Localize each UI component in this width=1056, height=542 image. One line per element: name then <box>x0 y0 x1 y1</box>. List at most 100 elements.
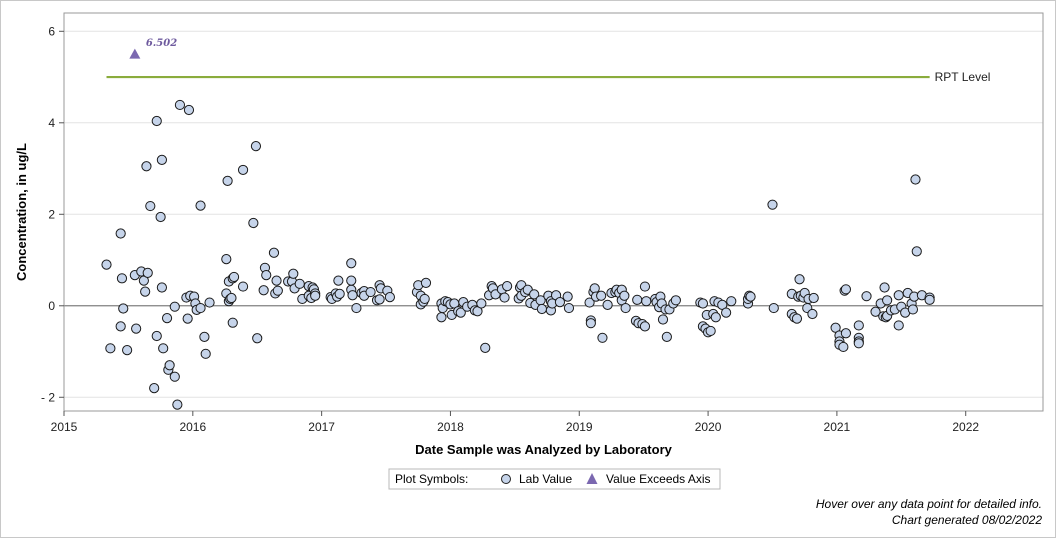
lab-value-point <box>384 291 396 303</box>
lab-value-point <box>602 299 613 310</box>
lab-value-point <box>365 286 376 298</box>
x-axis-title: Date Sample was Analyzed by Laboratory <box>415 442 672 457</box>
lab-value-point <box>228 271 240 283</box>
lab-value-point <box>807 308 818 320</box>
lab-value-point <box>697 298 709 309</box>
lab-value-point <box>563 302 575 314</box>
lab-value-point <box>502 281 513 292</box>
lab-value-point <box>499 292 510 303</box>
lab-value-point <box>893 320 904 331</box>
lab-value-point <box>310 290 321 301</box>
lab-value-point <box>882 295 893 306</box>
plot-border <box>63 12 1044 412</box>
lab-value-point <box>861 291 872 302</box>
lab-value-point <box>271 275 282 286</box>
lab-value-point <box>169 371 180 382</box>
lab-value-point <box>151 330 162 342</box>
lab-value-point <box>131 323 142 334</box>
lab-value-point <box>840 328 852 339</box>
lab-value-point <box>252 333 263 344</box>
lab-value-point <box>907 304 918 315</box>
lab-value-point <box>333 275 344 286</box>
lab-value-point <box>195 302 206 314</box>
lab-value-point <box>620 302 631 314</box>
lab-value-point <box>237 164 249 176</box>
lab-value-point <box>142 267 153 278</box>
data-points <box>101 99 935 410</box>
lab-value-point <box>436 312 447 323</box>
hover-info-note: Hover over any data point for detailed i… <box>816 497 1042 511</box>
lab-value-point <box>334 288 345 299</box>
lab-value-point <box>536 303 548 315</box>
lab-value-point <box>589 283 600 294</box>
x-tick-label: 2015 <box>51 420 78 434</box>
lab-value-point <box>149 383 160 394</box>
lab-value-point <box>145 200 156 212</box>
lab-value-point <box>122 345 133 356</box>
y-tick-label: 2 <box>48 207 55 221</box>
legend-triangle-icon <box>586 473 598 484</box>
lab-value-point <box>101 259 112 270</box>
lab-value-point <box>657 314 669 325</box>
legend-circle-icon <box>501 474 511 484</box>
lab-value-point <box>151 115 162 127</box>
lab-value-point <box>105 343 116 354</box>
legend-label-lab-value: Lab Value <box>519 472 572 486</box>
lab-value-point <box>200 348 211 359</box>
lab-value-point <box>767 199 778 210</box>
legend-box <box>388 468 721 490</box>
exceeds-axis-value-label: 6.502 <box>146 38 177 49</box>
lab-value-point <box>174 99 186 111</box>
lab-value-point <box>893 290 904 301</box>
lab-value-point <box>597 332 608 343</box>
lab-value-point <box>237 281 249 292</box>
lab-value-point <box>870 306 881 317</box>
lab-value-point <box>268 247 280 258</box>
lab-value-point <box>258 285 269 296</box>
lab-value-point <box>172 399 183 410</box>
y-tick-label: 0 <box>48 299 55 313</box>
legend-label-value-exceeds-axis: Value Exceeds Axis <box>606 472 711 486</box>
lab-value-point <box>661 331 672 342</box>
lab-value-point <box>791 313 803 324</box>
lab-value-point <box>199 331 210 342</box>
y-tick-label: 4 <box>48 116 55 130</box>
lab-value-point <box>141 161 152 172</box>
lab-value-point <box>794 274 805 285</box>
lab-value-point <box>705 325 716 337</box>
lab-value-point <box>420 277 432 289</box>
x-tick-label: 2018 <box>437 420 464 434</box>
lab-value-point <box>853 338 864 349</box>
lab-value-point <box>116 273 128 284</box>
lab-value-point <box>480 342 491 353</box>
lab-value-point <box>221 254 232 265</box>
lab-value-point <box>248 217 259 229</box>
lab-value-point <box>346 275 357 286</box>
lab-value-point <box>910 174 921 185</box>
lab-value-point <box>374 294 385 305</box>
lab-value-point <box>840 284 852 295</box>
lab-value-point <box>155 211 166 223</box>
y-axis: - 2 0 2 4 6 <box>41 24 64 404</box>
lab-value-point <box>419 293 430 305</box>
lab-value-point <box>639 281 651 292</box>
x-axis: 2015 2016 2017 2018 2019 2020 2021 2022 <box>51 411 979 434</box>
lab-value-point <box>288 268 299 279</box>
lab-value-point <box>294 278 305 289</box>
lab-value-point <box>641 296 652 307</box>
legend-title: Plot Symbols: <box>395 472 468 486</box>
grid <box>64 30 1043 398</box>
y-tick-label: - 2 <box>41 390 55 404</box>
lab-value-point <box>721 307 732 318</box>
lab-value-point <box>853 320 864 331</box>
lab-value-point <box>632 294 643 305</box>
lab-value-point <box>261 270 272 281</box>
lab-value-point <box>158 343 169 354</box>
y-axis-title: Concentration, in ug/L <box>14 143 29 281</box>
lab-value-point <box>118 303 129 314</box>
exceed-markers: 6.502 <box>129 38 177 59</box>
lab-value-point <box>164 360 175 371</box>
lab-value-point <box>670 295 681 306</box>
